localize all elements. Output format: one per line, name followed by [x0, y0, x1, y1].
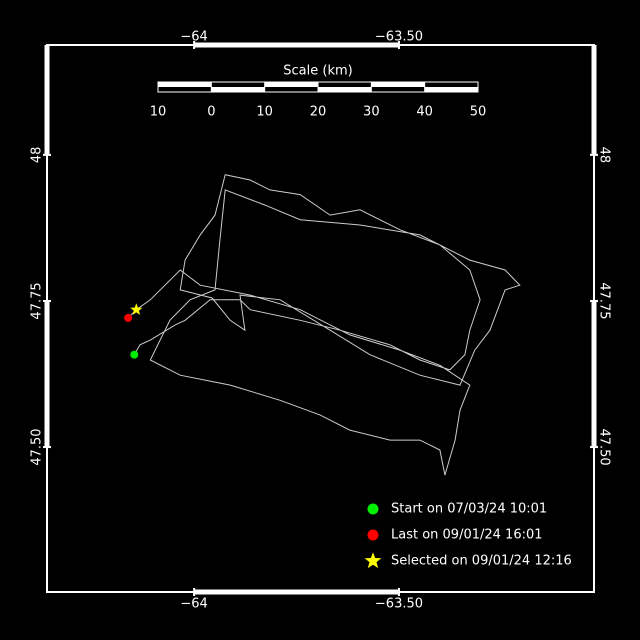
- scale-segment: [424, 87, 478, 92]
- x-tick-label: −63.50: [375, 30, 423, 45]
- y-tick-label: 47.50: [30, 428, 45, 465]
- x-tick-label: −63.50: [375, 597, 423, 612]
- legend-label: Last on 09/01/24 16:01: [391, 528, 543, 543]
- legend-symbol: [367, 529, 379, 541]
- scale-label: 50: [470, 105, 487, 120]
- scale-segment: [318, 87, 372, 92]
- x-tick-label: −64: [180, 597, 207, 612]
- y-tick-label: 48: [597, 147, 612, 164]
- legend-label: Selected on 09/01/24 12:16: [391, 554, 572, 569]
- legend-label: Start on 07/03/24 10:01: [391, 502, 547, 517]
- scale-label: 10: [256, 105, 273, 120]
- scale-label: 30: [363, 105, 380, 120]
- scale-segment: [264, 82, 318, 87]
- y-tick-label: 47.75: [597, 282, 612, 319]
- scale-label: 40: [416, 105, 433, 120]
- track-marker: [130, 303, 143, 315]
- track-marker: [124, 313, 133, 322]
- track: [127, 174, 521, 476]
- track-marker: [130, 350, 139, 359]
- y-tick-label: 47.50: [597, 428, 612, 465]
- scale-title: Scale (km): [283, 64, 352, 79]
- scale-label: 10: [150, 105, 167, 120]
- x-tick-label: −64: [180, 30, 207, 45]
- y-tick-label: 47.75: [30, 282, 45, 319]
- y-tick-label: 48: [30, 147, 45, 164]
- scale-label: 0: [207, 105, 215, 120]
- scale-segment: [211, 87, 265, 92]
- scale-segment: [371, 82, 425, 87]
- scale-segment: [158, 82, 212, 87]
- legend-symbol: [367, 503, 379, 515]
- legend-symbol: [364, 552, 382, 569]
- scale-label: 20: [310, 105, 327, 120]
